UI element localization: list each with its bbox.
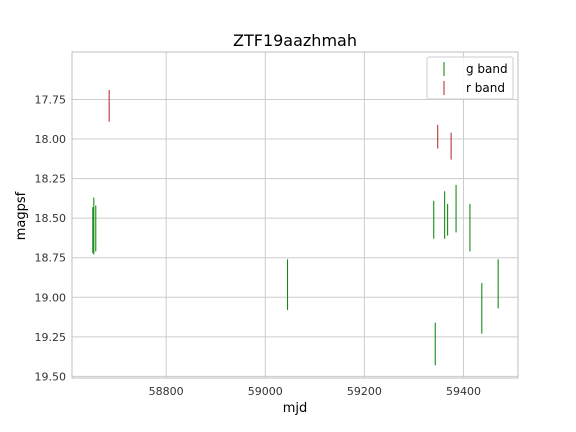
y-tick-label: 17.75 [35,93,67,106]
y-tick-label: 18.00 [35,133,67,146]
legend-box [426,56,514,100]
legend-label-r-band: r band [466,81,505,95]
data-marks [92,89,499,366]
legend-label-g-band: g band [466,62,508,76]
legend: g band r band [426,56,514,100]
y-tick-label: 18.25 [35,173,67,186]
grid [72,52,518,378]
plot-area-frame [71,51,519,379]
x-tick-label: 59000 [248,385,283,398]
x-axis-title: mjd [283,401,308,416]
y-tick-label: 19.50 [35,370,67,383]
chart-title: ZTF19aazhmah [233,31,357,50]
x-tick-label: 59200 [347,385,382,398]
y-tick-label: 18.50 [35,212,67,225]
tick-labels: 58800 59000 59200 59400 17.75 18.00 18.25 18.50… [35,93,481,398]
y-tick-label: 18.75 [35,252,67,265]
x-tick-label: 59400 [446,385,481,398]
y-axis-title: magpsf [14,191,29,240]
y-tick-label: 19.00 [35,291,67,304]
x-tick-label: 58800 [149,385,184,398]
y-tick-label: 19.25 [35,331,67,344]
